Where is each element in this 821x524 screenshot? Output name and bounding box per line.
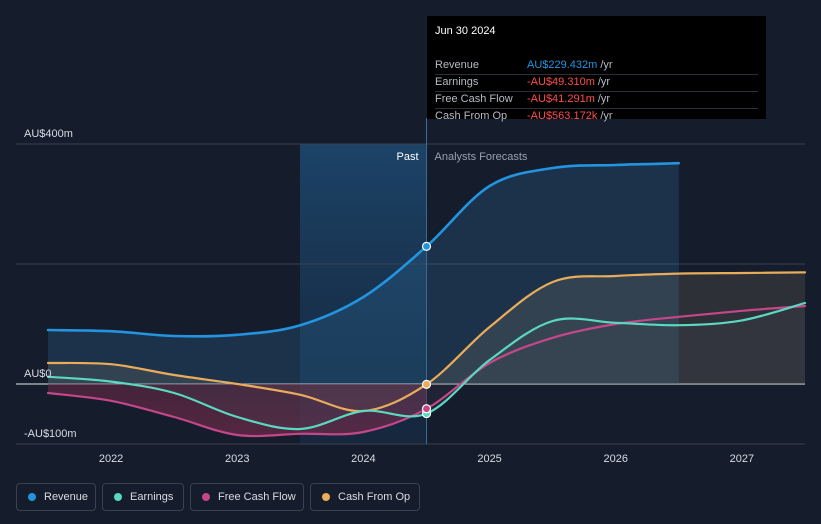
x-tick-label: 2023 — [225, 453, 249, 465]
tooltip-label: Earnings — [435, 76, 479, 88]
tooltip-label: Cash From Op — [435, 110, 508, 122]
x-tick-label: 2026 — [604, 453, 628, 465]
tooltip-row-earnings: Earnings -AU$49.310m/yr — [427, 74, 758, 91]
forecast-label: Analysts Forecasts — [435, 151, 528, 163]
y-tick-label: -AU$100m — [24, 428, 77, 440]
y-tick-label: AU$400m — [24, 128, 73, 140]
tooltip-unit: /yr — [600, 59, 613, 71]
tooltip-divider — [435, 74, 758, 75]
tooltip-date: Jun 30 2024 — [435, 25, 496, 37]
series-line-revenue — [46, 161, 681, 338]
legend-label: Earnings — [130, 491, 174, 503]
tooltip-row-revenue: Revenue AU$229.432m/yr — [427, 57, 758, 74]
tooltip-divider — [435, 108, 758, 109]
tooltip-amount: -AU$41.291m — [527, 93, 595, 105]
y-tick-label: AU$0 — [24, 368, 52, 380]
legend-dot — [322, 493, 330, 501]
tooltip-value: AU$229.432m/yr — [527, 59, 613, 71]
tooltip-unit: /yr — [597, 76, 611, 88]
x-tick-label: 2022 — [99, 453, 123, 465]
tooltip-divider — [435, 91, 758, 92]
tooltip-amount: -AU$49.310m — [527, 76, 595, 88]
tooltip-label: Revenue — [435, 59, 480, 71]
point-cash-from-op — [421, 379, 432, 389]
tooltip-label: Free Cash Flow — [435, 93, 513, 105]
x-tick-label: 2024 — [351, 453, 375, 465]
legend-dot — [114, 493, 122, 501]
tooltip-value: -AU$563.172k/yr — [527, 110, 613, 122]
tooltip: Jun 30 2024 Revenue AU$229.432m/yr Earni… — [427, 16, 766, 122]
legend-label: Free Cash Flow — [218, 491, 296, 503]
tooltip-value: -AU$49.310m/yr — [527, 76, 610, 88]
negative-area — [48, 384, 427, 437]
legend-label: Revenue — [44, 491, 89, 503]
earnings-area — [48, 303, 805, 430]
tooltip-amount: -AU$563.172k — [527, 110, 598, 122]
x-tick-label: 2025 — [477, 453, 501, 465]
tooltip-amount: AU$229.432m — [527, 59, 598, 71]
legend-item-free-cash-flow[interactable]: Free Cash Flow — [190, 483, 304, 511]
tooltip-value: -AU$41.291m/yr — [527, 93, 610, 105]
cash-from-op-area — [48, 272, 805, 412]
past-label: Past — [396, 151, 418, 163]
legend-label: Cash From Op — [338, 491, 411, 503]
x-tick-label: 2027 — [730, 453, 754, 465]
point-revenue — [421, 241, 432, 251]
tooltip-unit: /yr — [600, 110, 613, 122]
tooltip-row-cash-from-op: Cash From Op -AU$563.172k/yr — [427, 108, 758, 125]
legend-item-cash-from-op[interactable]: Cash From Op — [310, 483, 420, 511]
legend-item-earnings[interactable]: Earnings — [102, 483, 184, 511]
point-free-cash-flow — [421, 404, 432, 414]
revenue-area — [48, 163, 679, 384]
tooltip-row-free-cash-flow: Free Cash Flow -AU$41.291m/yr — [427, 91, 758, 108]
legend-item-revenue[interactable]: Revenue — [16, 483, 96, 511]
legend-dot — [202, 493, 210, 501]
tooltip-unit: /yr — [597, 93, 611, 105]
legend-dot — [28, 493, 36, 501]
